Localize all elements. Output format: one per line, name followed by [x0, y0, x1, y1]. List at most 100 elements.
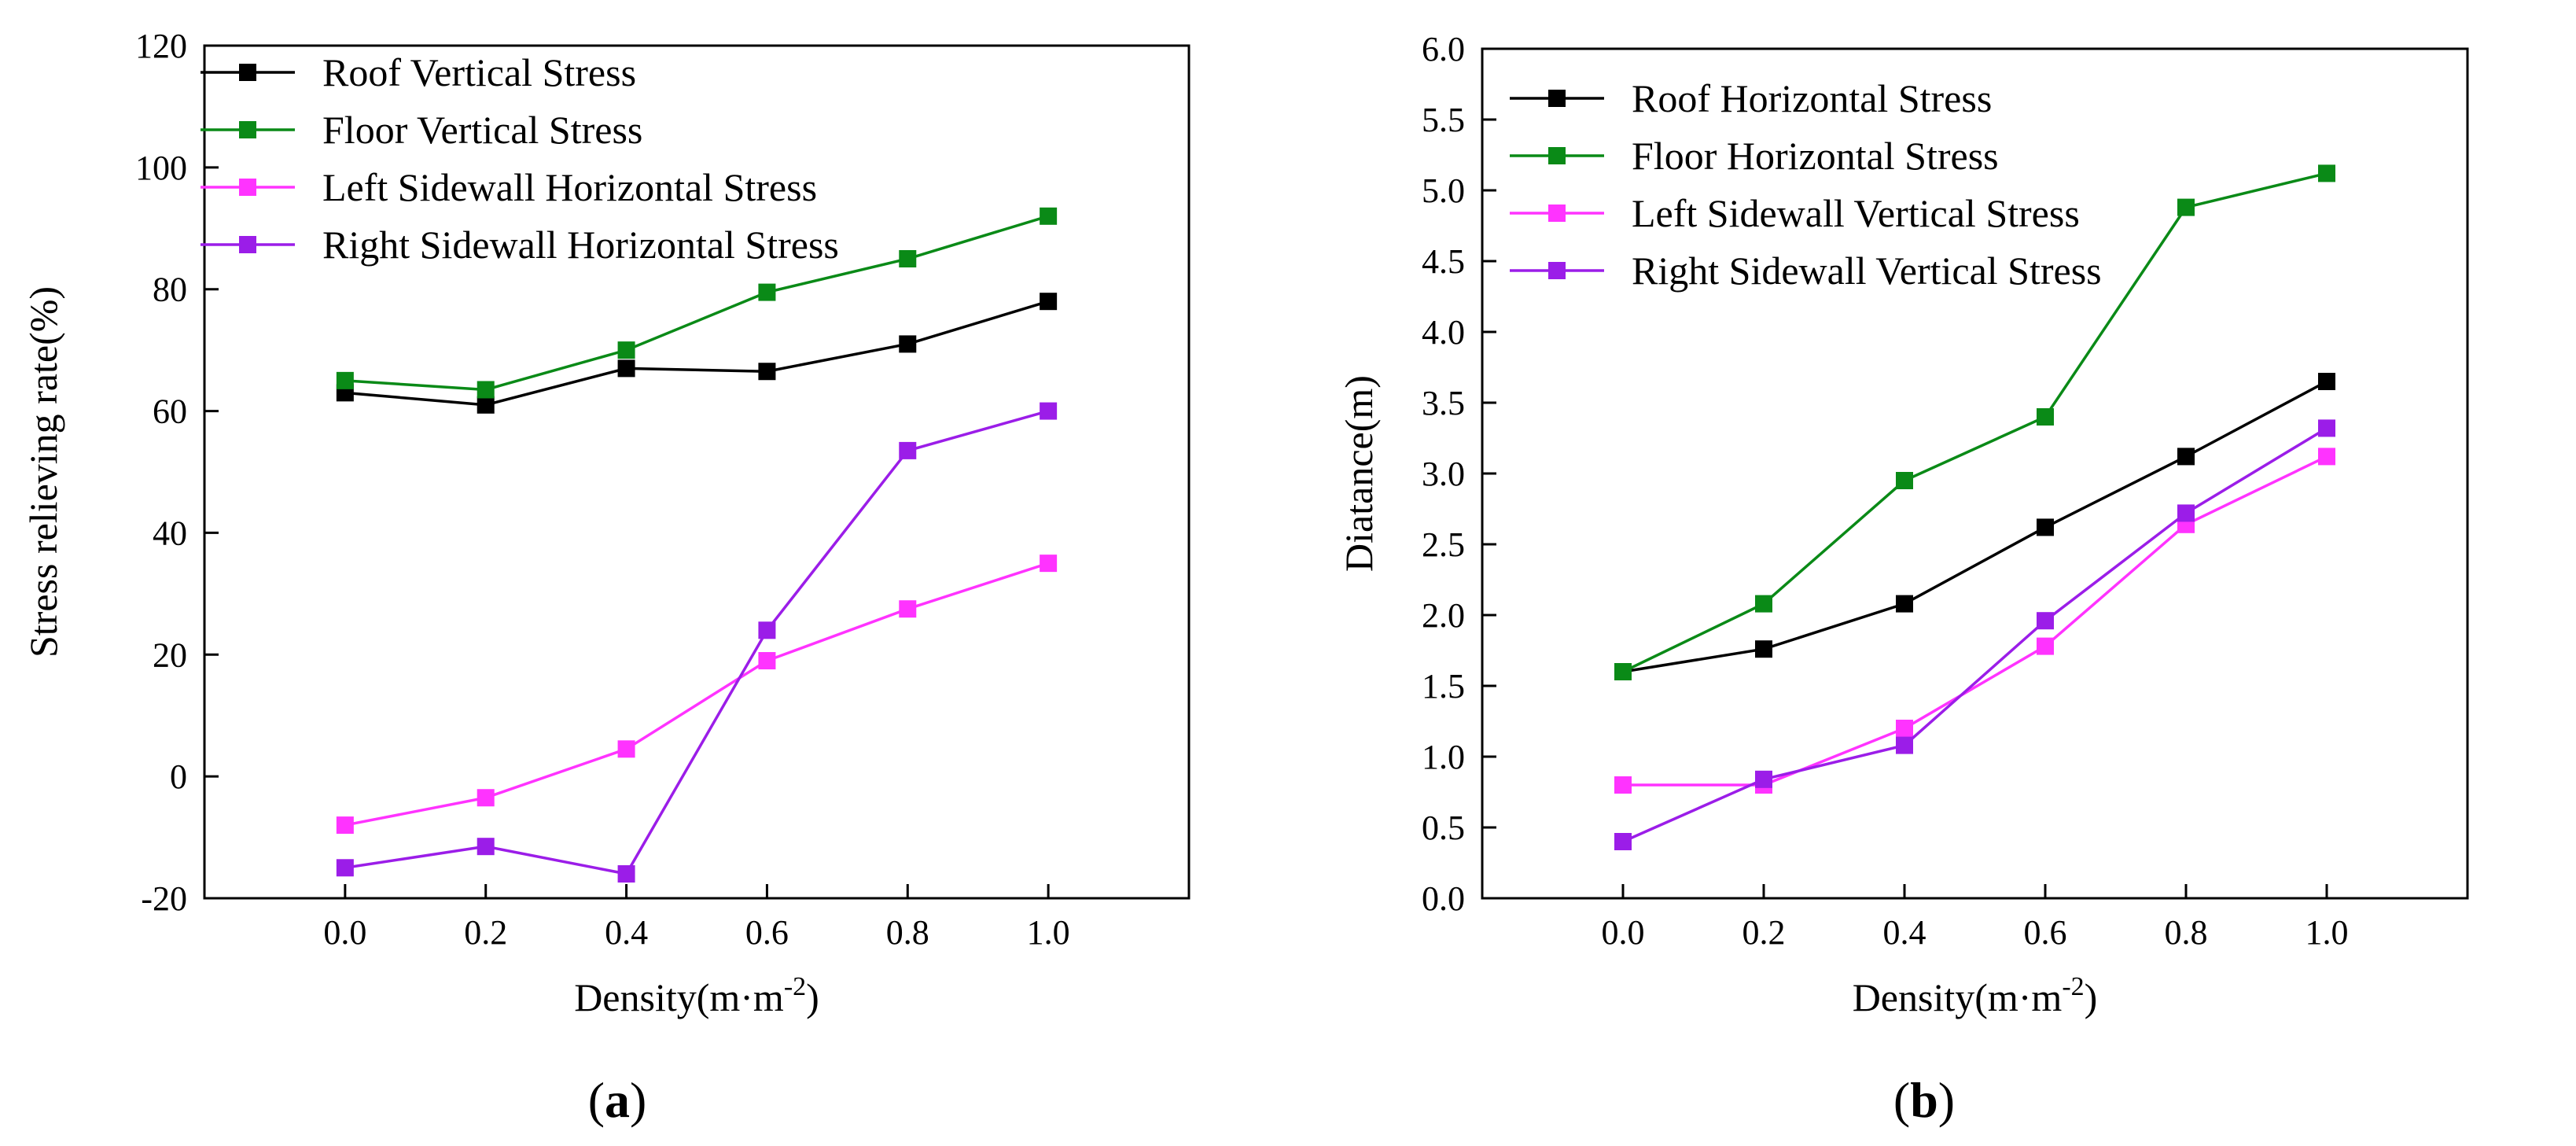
y-tick-label: 3.5 [1422, 384, 1465, 422]
x-tick-label: 0.6 [745, 913, 789, 952]
data-point [617, 359, 635, 378]
y-tick-label: 1.5 [1422, 667, 1465, 706]
x-tick-label: 0.0 [323, 913, 366, 952]
panel-label: (b) [1893, 1072, 1955, 1128]
y-tick-label: 4.5 [1422, 242, 1465, 281]
x-axis-title-close: ) [806, 975, 819, 1019]
y-tick-label: 60 [153, 392, 187, 431]
data-point [1755, 640, 1772, 658]
data-point [477, 838, 495, 856]
legend-marker [239, 236, 256, 253]
data-point [336, 816, 354, 835]
series-line-0 [1622, 380, 2328, 673]
legend-entry: Right Sidewall Horizontal Stress [322, 223, 839, 267]
x-tick-label: 0.6 [2024, 913, 2067, 952]
data-point [899, 335, 917, 353]
chart-panel-b: 0.0 0.2 0.4 0.6 0.8 1.0 0.0 0.5 1.0 1.5 2.0 2.5 3.0 3… [1337, 30, 2469, 1128]
y-tick-label: 40 [153, 514, 187, 552]
data-point [2177, 504, 2195, 522]
data-point [1896, 720, 1913, 737]
y-tick-label: 0.0 [1422, 879, 1465, 918]
data-point [1896, 472, 1913, 489]
y-tick-label: 5.0 [1422, 171, 1465, 210]
x-axis-title-main: Density(m·m [574, 975, 784, 1019]
y-tick-label: 5.5 [1422, 101, 1465, 139]
x-axis-title-sup: -2 [784, 972, 806, 1001]
y-tick-label: 2.5 [1422, 525, 1465, 564]
y-tick-label: 100 [135, 149, 187, 187]
data-point [2318, 419, 2335, 437]
data-point [1040, 207, 1058, 225]
panel-label-close: ) [1938, 1072, 1955, 1128]
legend-entry: Roof Horizontal Stress [1632, 76, 1992, 120]
data-point [899, 600, 917, 618]
x-tick-label: 0.8 [886, 913, 929, 952]
data-point [2037, 518, 2054, 536]
data-point [336, 859, 354, 877]
legend-entry: Floor Vertical Stress [322, 108, 642, 152]
x-tick-label: 1.0 [2306, 913, 2349, 952]
legend-marker [239, 64, 256, 81]
series-line-0 [344, 300, 1049, 407]
x-axis-title: Density(m·m-2) [1853, 972, 2098, 1019]
legend-marker [1548, 147, 1566, 164]
y-tick-label: 0.5 [1422, 809, 1465, 847]
y-tick-label: 2.0 [1422, 596, 1465, 635]
data-point [899, 250, 917, 267]
legend-marker [239, 121, 256, 138]
data-point [1896, 736, 1913, 754]
series-line-1 [344, 215, 1049, 392]
legend-entry: Left Sidewall Horizontal Stress [322, 165, 817, 209]
legend: Roof Horizontal Stress Floor Horizontal S… [1510, 76, 2102, 293]
y-tick-label: 6.0 [1422, 30, 1465, 68]
data-point [336, 371, 354, 389]
legend: Roof Vertical Stress Floor Vertical Stres… [201, 50, 839, 267]
data-point [1614, 833, 1632, 850]
y-tick-label: 3.0 [1422, 455, 1465, 493]
series-line-2 [1623, 455, 2328, 787]
y-axis-title: Diatance(m) [1337, 375, 1381, 572]
data-point [758, 283, 776, 301]
series-line-2 [344, 562, 1049, 827]
y-tick-label: 0 [170, 757, 187, 796]
panel-label-close: ) [630, 1072, 646, 1128]
chart-panel-a: 0.0 0.2 0.4 0.6 0.8 1.0 -20 0 20 40 60 80 100 120 Stre… [21, 27, 1190, 1128]
data-point [1040, 555, 1058, 573]
x-tick-label: 0.4 [605, 913, 648, 952]
x-tick-label: 0.0 [1602, 913, 1645, 952]
data-point [2318, 448, 2335, 466]
data-point [2177, 448, 2195, 466]
series-line-3 [1622, 426, 2328, 843]
y-tick-label: 120 [135, 27, 187, 65]
x-axis-title-main: Density(m·m [1853, 975, 2063, 1019]
y-tick-label: 20 [153, 636, 187, 674]
x-tick-label: 1.0 [1027, 913, 1070, 952]
legend-marker [1548, 205, 1566, 222]
y-tick-label: -20 [141, 879, 187, 918]
legend-marker [1548, 262, 1566, 279]
x-tick-label: 0.4 [1883, 913, 1926, 952]
legend-marker [1548, 90, 1566, 107]
data-point [1755, 770, 1772, 788]
data-point [899, 441, 917, 459]
data-point [758, 363, 776, 381]
x-tick-label: 0.2 [1742, 913, 1786, 952]
panel-label: (a) [588, 1072, 647, 1128]
data-point [477, 396, 495, 414]
data-point [1040, 293, 1058, 311]
data-point [617, 740, 635, 758]
plot-frame [203, 44, 1190, 900]
legend-entry: Left Sidewall Vertical Stress [1632, 191, 2080, 235]
data-point [758, 652, 776, 670]
panel-label-letter: a [605, 1072, 630, 1128]
data-point [1614, 776, 1632, 794]
y-axis-title: Stress relieving rate(%) [21, 286, 65, 658]
x-tick-label: 0.8 [2165, 913, 2208, 952]
panel-label-open: ( [1893, 1072, 1910, 1128]
legend-entry: Roof Vertical Stress [322, 50, 636, 94]
y-tick-label: 1.0 [1422, 738, 1465, 776]
x-axis-title: Density(m·m-2) [574, 972, 819, 1019]
data-point [477, 789, 495, 807]
data-point [1896, 595, 1913, 613]
